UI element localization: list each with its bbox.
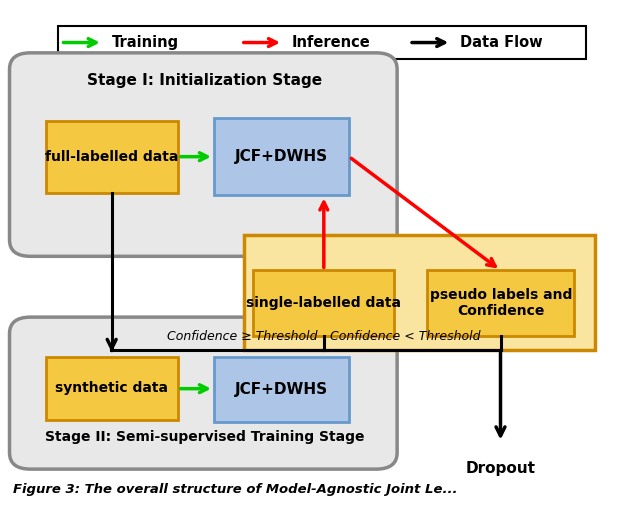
Text: JCF+DWHS: JCF+DWHS [235,150,328,164]
FancyBboxPatch shape [253,270,394,336]
FancyBboxPatch shape [46,357,178,420]
FancyBboxPatch shape [214,118,349,195]
FancyBboxPatch shape [244,235,595,350]
FancyBboxPatch shape [427,270,575,336]
Text: Figure 3: The overall structure of Model-Agnostic Joint Le...: Figure 3: The overall structure of Model… [13,483,457,496]
Text: Training: Training [111,35,179,50]
FancyBboxPatch shape [214,357,349,423]
Text: JCF+DWHS: JCF+DWHS [235,382,328,397]
Text: Inference: Inference [292,35,371,50]
FancyBboxPatch shape [58,26,587,60]
Text: Confidence ≥ Threshold: Confidence ≥ Threshold [167,330,318,343]
Text: Stage II: Semi-supervised Training Stage: Stage II: Semi-supervised Training Stage [45,430,364,444]
FancyBboxPatch shape [9,53,397,256]
Text: pseudo labels and
Confidence: pseudo labels and Confidence [429,288,572,318]
Text: Dropout: Dropout [466,461,535,476]
Text: synthetic data: synthetic data [55,381,168,395]
FancyBboxPatch shape [9,317,397,469]
Text: Data Flow: Data Flow [460,35,543,50]
Text: full-labelled data: full-labelled data [45,150,178,164]
Text: single-labelled data: single-labelled data [246,296,401,310]
Text: Confidence < Threshold: Confidence < Threshold [330,330,480,343]
FancyBboxPatch shape [46,121,178,193]
Text: Stage I: Initialization Stage: Stage I: Initialization Stage [87,74,322,88]
